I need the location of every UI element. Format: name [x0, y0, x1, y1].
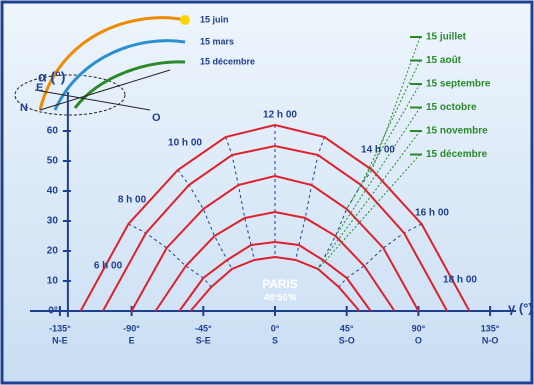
x-tick-direction: O: [415, 335, 422, 345]
inset-direction: E: [36, 82, 43, 94]
x-tick-label: 90°: [412, 323, 426, 333]
legend-label: 15 septembre: [426, 79, 491, 90]
hour-label: 12 h 00: [263, 110, 297, 121]
x-tick-label: 0°: [271, 323, 280, 333]
hour-label: 18 h 00: [443, 275, 477, 286]
inset-direction: N: [20, 102, 28, 114]
x-tick-direction: S-E: [196, 335, 211, 345]
hour-label: 16 h 00: [415, 208, 449, 219]
hour-label: 10 h 00: [168, 138, 202, 149]
x-tick-direction: S-O: [339, 335, 355, 345]
x-tick-direction: N-O: [482, 335, 499, 345]
x-tick-label: 135°: [481, 323, 500, 333]
x-tick-label: -135°: [49, 323, 71, 333]
y-tick-label: 40: [47, 186, 59, 197]
hour-label: 8 h 00: [118, 195, 147, 206]
place-name: PARIS: [262, 277, 298, 291]
hour-label: 14 h 00: [361, 145, 395, 156]
legend-label: 15 octobre: [426, 102, 477, 113]
x-tick-direction: E: [129, 335, 135, 345]
x-axis-label: γ (°): [508, 300, 533, 315]
x-tick-label: -45°: [195, 323, 212, 333]
y-tick-label: 20: [47, 246, 59, 257]
y-tick-label: 0°: [48, 306, 58, 317]
inset-date: 15 décembre: [200, 56, 255, 66]
place-latitude: 48°50'N: [264, 292, 296, 302]
x-tick-label: 45°: [340, 323, 354, 333]
legend-label: 15 novembre: [426, 126, 488, 137]
y-tick-label: 60: [47, 126, 59, 137]
y-tick-label: 50: [47, 156, 59, 167]
y-tick-label: 30: [47, 216, 59, 227]
x-tick-direction: N-E: [52, 335, 68, 345]
x-tick-label: -90°: [123, 323, 140, 333]
legend-label: 15 juillet: [426, 32, 467, 43]
inset-date: 15 mars: [200, 36, 234, 46]
inset-direction: O: [152, 112, 161, 124]
y-tick-label: 10: [47, 276, 59, 287]
chart: α (°)γ (°)0°102030405060-135°N-E-90°E-45…: [0, 0, 534, 385]
hour-label: 6 h 00: [94, 261, 123, 272]
x-tick-direction: S: [272, 335, 278, 345]
legend-label: 15 août: [426, 55, 462, 66]
inset-date: 15 juin: [200, 14, 229, 24]
legend-label: 15 décembre: [426, 149, 488, 160]
